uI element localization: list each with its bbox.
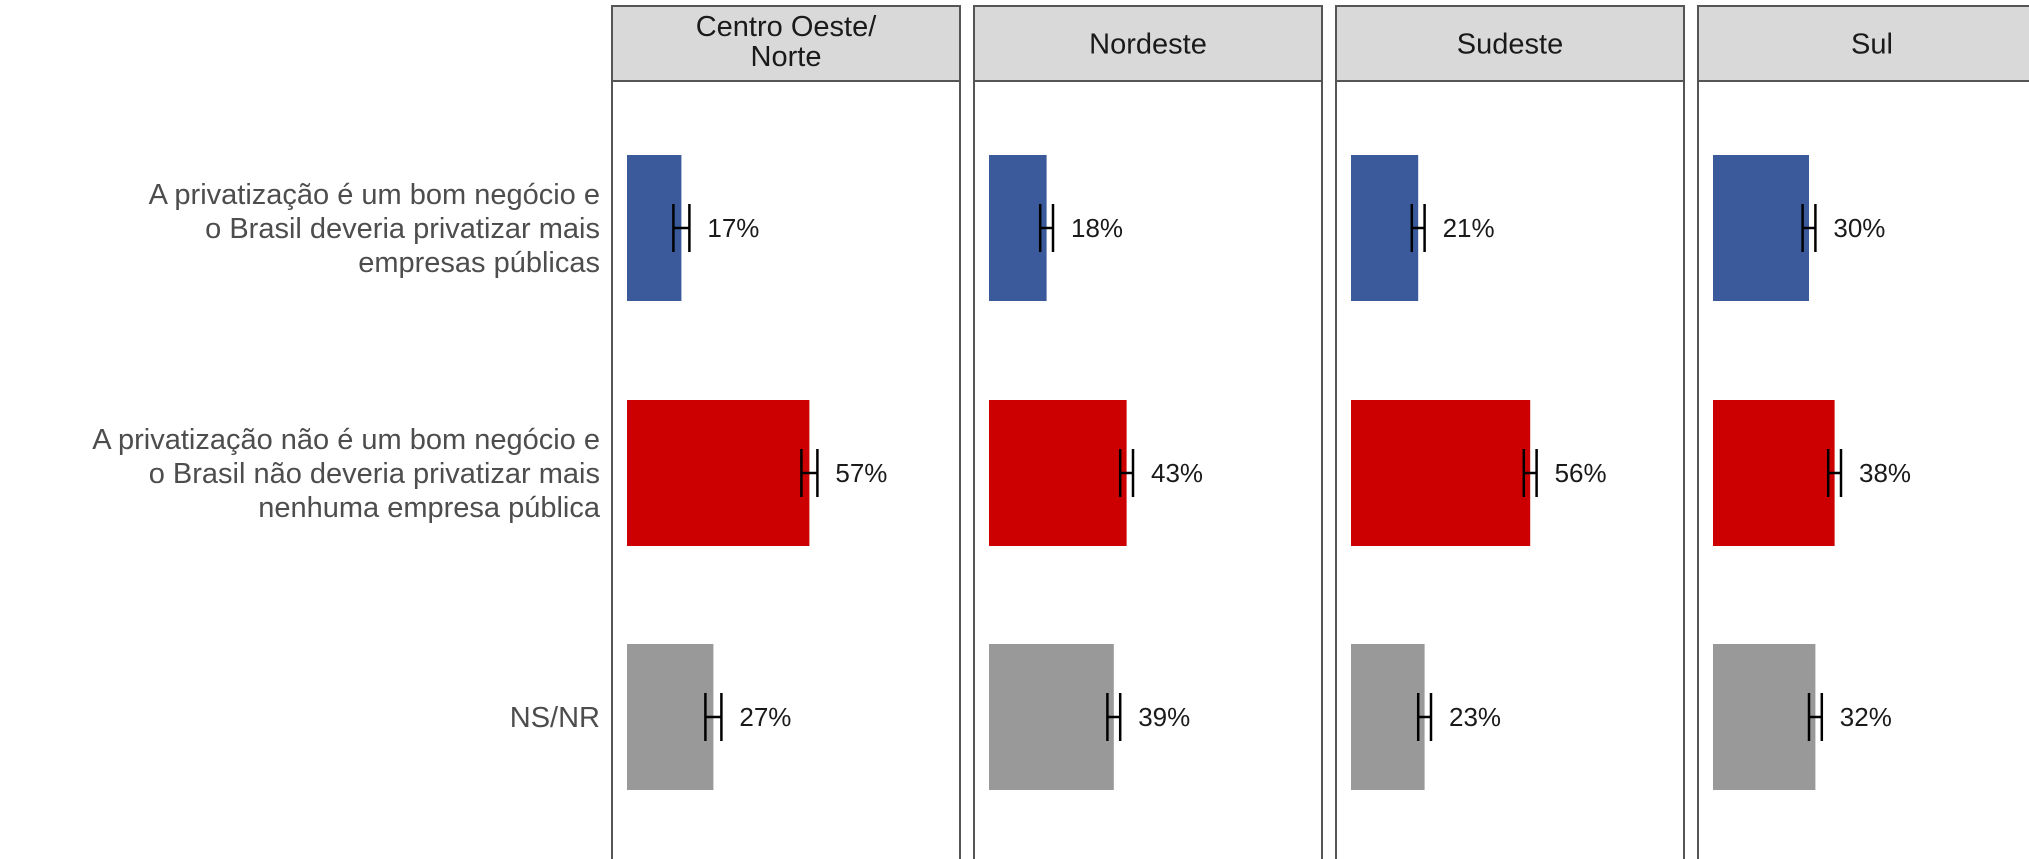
panel-header [1697, 5, 2029, 82]
bar [989, 644, 1114, 790]
data-label: 39% [1138, 702, 1190, 732]
data-label: 30% [1833, 213, 1885, 243]
category-label: A privatização não é um bom negócio e [92, 424, 600, 456]
panel-title: Centro Oeste/ [696, 11, 877, 43]
category-label: empresas públicas [358, 247, 600, 279]
panel-header [973, 5, 1323, 82]
data-label: 38% [1859, 458, 1911, 488]
panel-title: Norte [751, 41, 822, 73]
panel-title: Nordeste [1089, 29, 1207, 61]
category-label: nenhuma empresa pública [258, 492, 601, 524]
panel-title: Sul [1851, 29, 1893, 61]
category-label: o Brasil não deveria privatizar mais [149, 458, 600, 490]
data-label: 18% [1071, 213, 1123, 243]
category-label: o Brasil deveria privatizar mais [205, 213, 600, 245]
category-label: A privatização é um bom negócio e [149, 179, 600, 211]
panel-header [1335, 5, 1685, 82]
data-label: 21% [1443, 213, 1495, 243]
data-label: 56% [1555, 458, 1607, 488]
bar [1351, 644, 1425, 790]
bar [1351, 155, 1419, 301]
bar [627, 400, 810, 546]
panel-title: Sudeste [1457, 29, 1563, 61]
bar [1713, 155, 1809, 301]
data-label: 43% [1151, 458, 1203, 488]
bar [1713, 400, 1835, 546]
panel-header [611, 5, 961, 82]
data-label: 23% [1449, 702, 1501, 732]
data-label: 32% [1840, 702, 1892, 732]
data-label: 27% [739, 702, 791, 732]
bar [1713, 644, 1816, 790]
bar [627, 644, 714, 790]
bar [989, 400, 1127, 546]
data-label: 17% [707, 213, 759, 243]
category-label: NS/NR [510, 702, 600, 734]
data-label: 57% [835, 458, 887, 488]
bar [989, 155, 1047, 301]
bar [1351, 400, 1531, 546]
